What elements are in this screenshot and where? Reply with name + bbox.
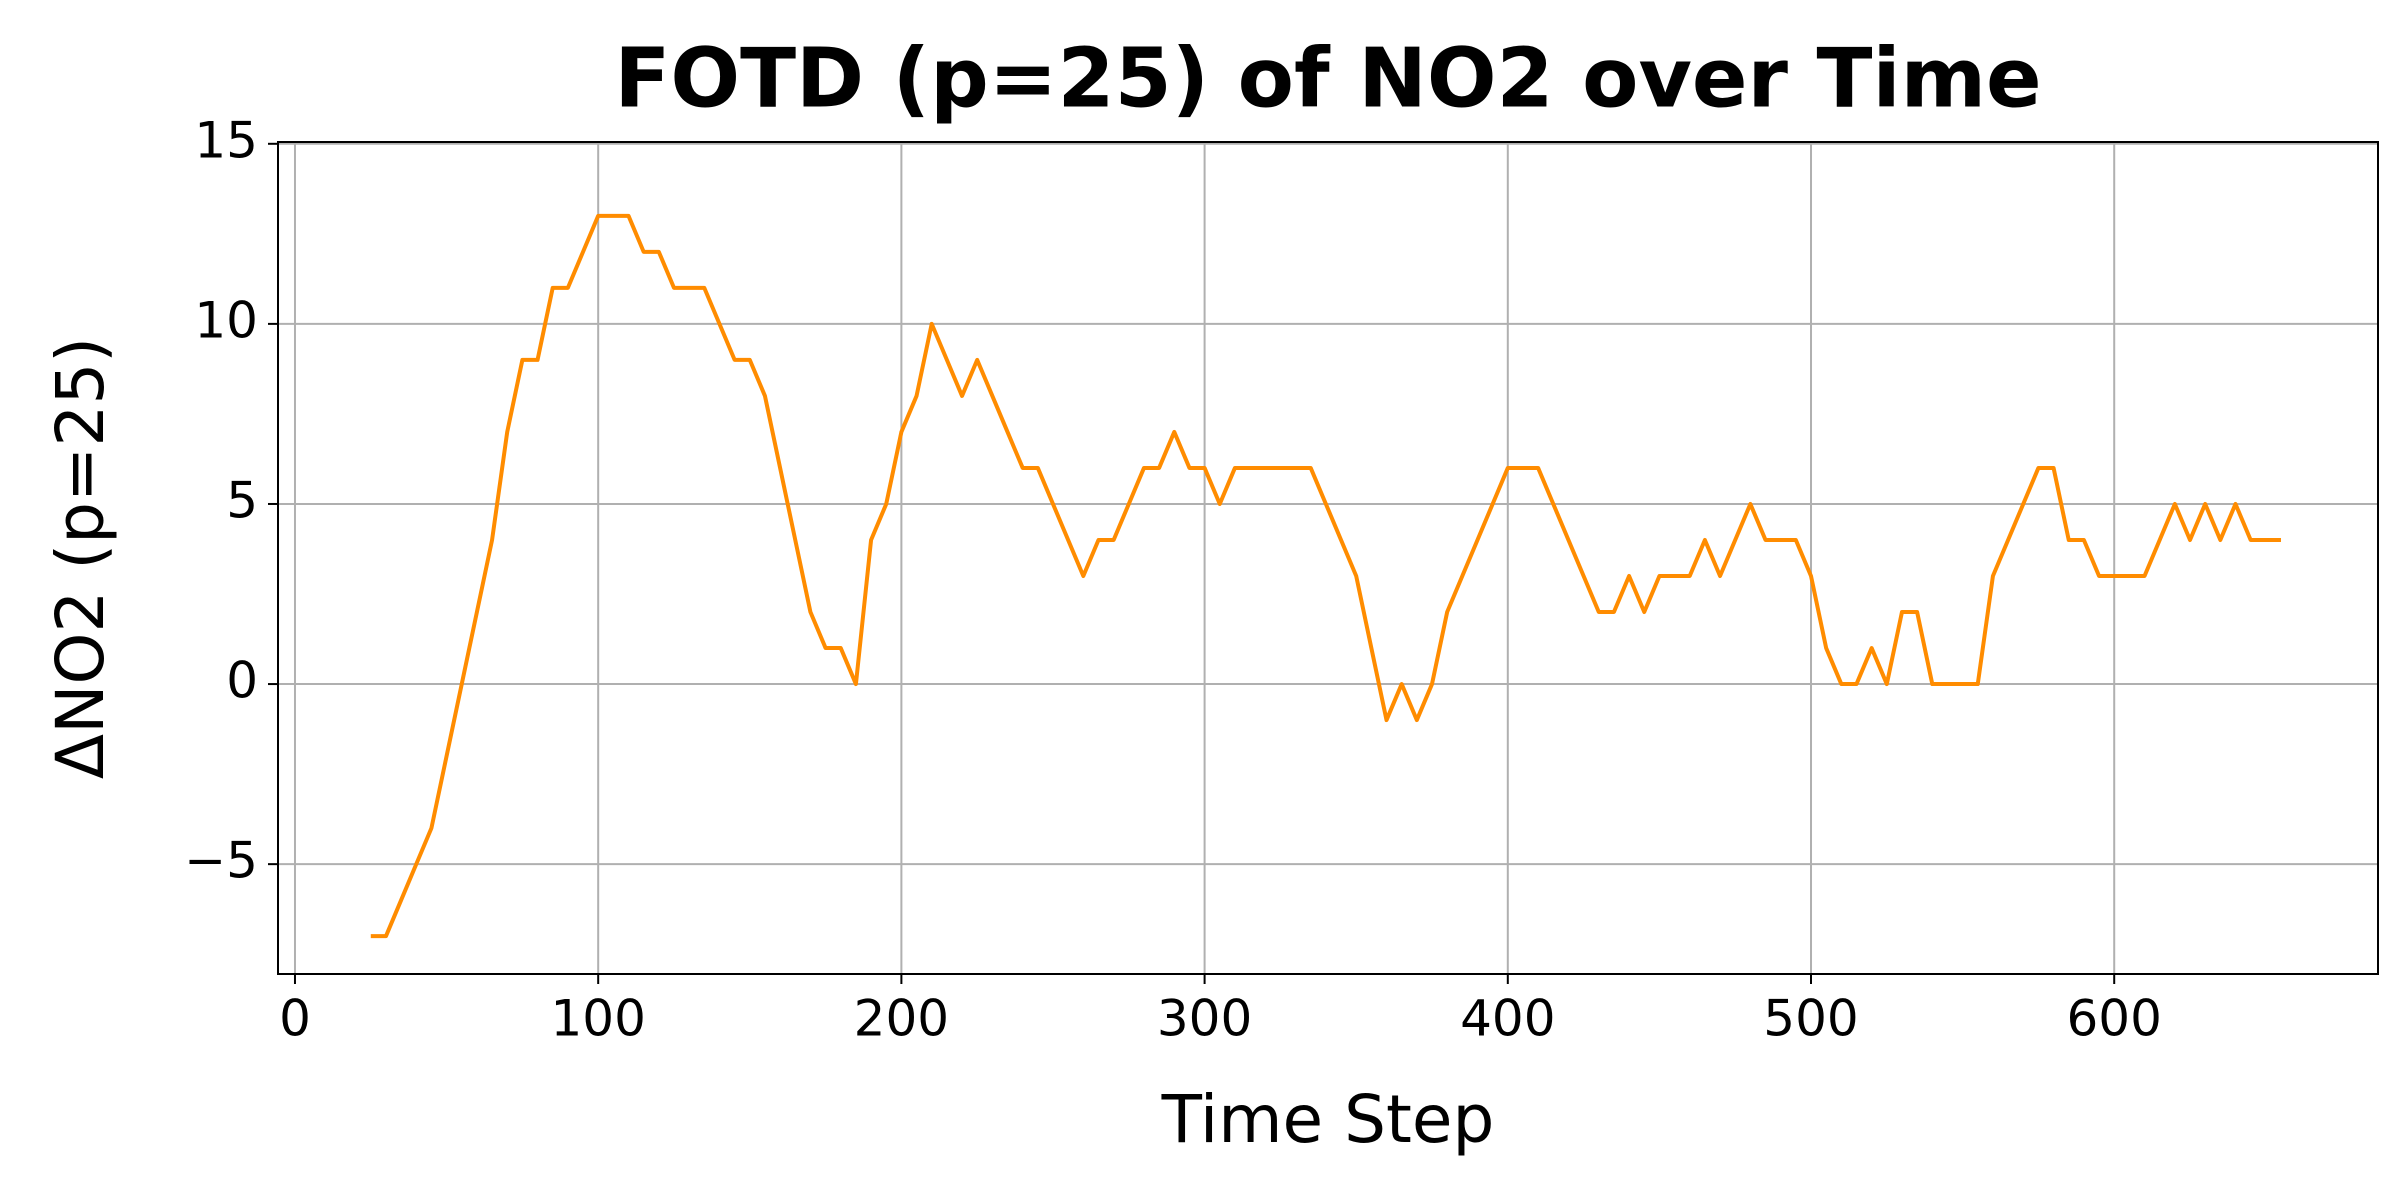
plot-frame — [277, 141, 2379, 975]
y-tick-label: 15 — [194, 111, 258, 169]
x-tick-label: 600 — [2066, 990, 2161, 1048]
x-tick-label: 300 — [1157, 990, 1252, 1048]
y-tick-label: 0 — [226, 652, 258, 710]
x-tick-label: 100 — [550, 990, 645, 1048]
data-line — [370, 213, 2281, 939]
x-tick-label: 500 — [1763, 990, 1858, 1048]
y-tick-label: −5 — [184, 832, 258, 890]
x-tick-label: 0 — [279, 990, 311, 1048]
x-axis-label: Time Step — [1161, 1081, 1495, 1158]
x-tick-label: 200 — [854, 990, 949, 1048]
y-axis-label: ΔNO2 (p=25) — [42, 337, 119, 779]
x-tick-label: 400 — [1460, 990, 1555, 1048]
y-tick-label: 10 — [194, 291, 258, 349]
y-tick-label: 5 — [226, 471, 258, 529]
chart-title: FOTD (p=25) of NO2 over Time — [614, 31, 2041, 126]
